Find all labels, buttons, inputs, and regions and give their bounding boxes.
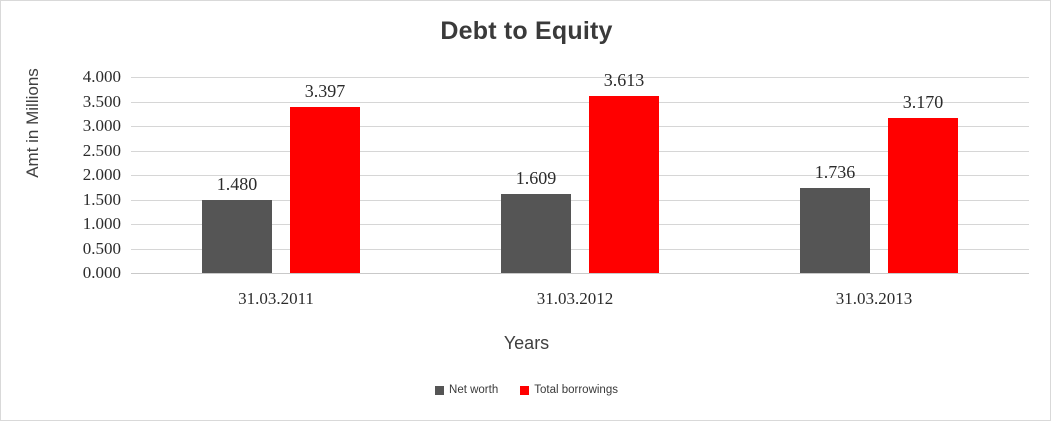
gridline: [131, 150, 1029, 152]
y-axis-tick-label: 1.500: [82, 189, 121, 209]
y-axis-tick-label: 2.000: [82, 165, 121, 184]
chart-title: Debt to Equity: [440, 17, 613, 45]
y-axis-tick-label: 3.500: [82, 91, 121, 111]
x-axis-title: Years: [503, 333, 550, 353]
bar-value-label: 1.480: [216, 174, 258, 195]
y-axis-tick-labels: 4.000 3.500 3.000 2.500 2.000 1.500 1.000 0.500…: [1, 67, 131, 282]
y-axis-tick-label: 4.000: [82, 67, 121, 86]
gridline: [131, 199, 1029, 201]
legend-label: Total borrowings: [534, 384, 618, 396]
x-axis-category-label: 31.03.2013: [835, 289, 913, 308]
gridline: [131, 77, 1029, 78]
bar[interactable]: [202, 200, 272, 273]
legend-label: Net worth: [449, 384, 499, 396]
x-axis-category-label: 31.03.2011: [238, 289, 314, 308]
bar-value-label: 3.397: [304, 80, 346, 101]
gridline: [131, 248, 1029, 250]
chart-legend: Net worth Total borrowings: [1, 384, 1050, 396]
bar[interactable]: [589, 95, 659, 273]
y-axis-tick-label: 1.000: [82, 214, 121, 233]
y-axis-tick-label: 0.500: [82, 238, 121, 258]
gridline: [131, 175, 1029, 176]
bar[interactable]: [501, 194, 571, 273]
bar[interactable]: [888, 117, 958, 273]
plot-area: 1.480 1.609 1.736 3.397 3.613 3.170: [131, 70, 1029, 274]
y-axis-tick-label: 3.000: [82, 116, 121, 135]
bar-value-label: 3.613: [603, 69, 645, 90]
gridline: [131, 126, 1029, 127]
bar-value-label: 1.609: [515, 168, 557, 189]
legend-item[interactable]: Total borrowings: [520, 384, 618, 396]
gridline: [131, 101, 1029, 103]
bar[interactable]: [800, 187, 870, 273]
gridline: [131, 273, 1029, 274]
x-axis-category-label: 31.03.2012: [536, 289, 614, 308]
y-axis-tick-label: 0.000: [82, 263, 121, 282]
legend-item[interactable]: Net worth: [435, 384, 498, 396]
bar-value-label: 3.170: [902, 91, 944, 112]
gridline: [131, 224, 1029, 225]
bar-value-label: 1.736: [814, 161, 856, 182]
bar[interactable]: [290, 106, 360, 273]
x-axis-category-labels: 31.03.2011 31.03.2012 31.03.2013: [131, 289, 1029, 313]
y-axis-tick-label: 2.500: [82, 140, 121, 160]
legend-swatch-icon: [435, 385, 445, 395]
legend-swatch-icon: [520, 385, 530, 395]
